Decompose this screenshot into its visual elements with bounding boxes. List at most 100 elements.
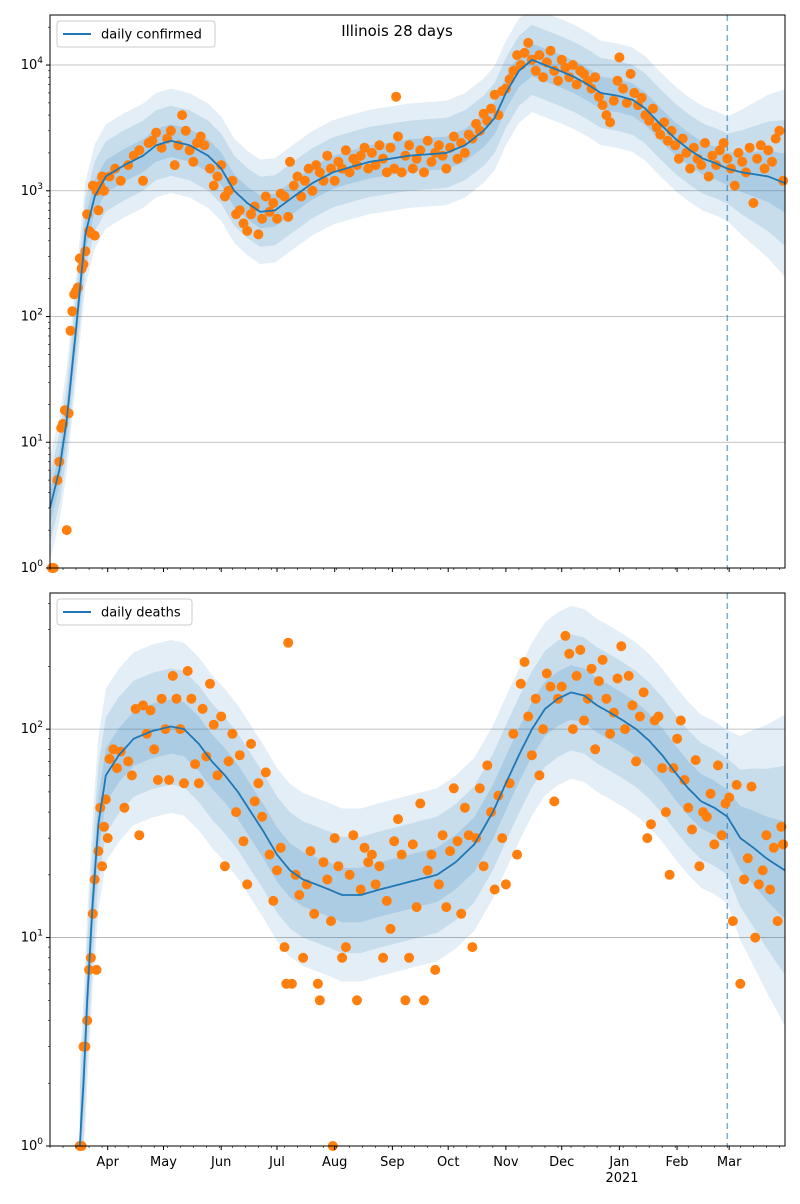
observed-point (253, 778, 264, 789)
observed-point (482, 760, 493, 771)
observed-point (724, 792, 735, 803)
observed-point (134, 145, 145, 156)
observed-point (713, 760, 723, 771)
observed-point (415, 145, 426, 156)
observed-point (733, 147, 744, 158)
observed-point (238, 836, 249, 847)
observed-point (355, 150, 366, 161)
observed-point (307, 185, 318, 196)
observed-point (65, 325, 76, 336)
observed-point (515, 678, 526, 689)
observed-point (391, 91, 402, 102)
observed-point (93, 846, 104, 857)
observed-point (707, 150, 718, 161)
observed-point (553, 75, 563, 86)
observed-point (147, 135, 158, 146)
observed-point (718, 138, 729, 148)
observed-point (703, 171, 714, 182)
observed-point (746, 781, 757, 792)
observed-point (322, 874, 333, 885)
observed-point (739, 874, 750, 885)
confirmed-uncertainty-bands (50, 15, 785, 561)
observed-point (549, 796, 560, 807)
observed-point (567, 60, 578, 70)
observed-point (459, 802, 470, 813)
observed-point (80, 246, 91, 257)
observed-point (776, 821, 787, 832)
observed-point (91, 964, 102, 975)
observed-point (299, 175, 310, 186)
deaths-legend-box (56, 598, 193, 626)
confidence-band (79, 634, 786, 1146)
observed-point (89, 230, 100, 241)
observed-point (352, 995, 362, 1006)
observed-point (288, 180, 299, 191)
observed-point (234, 205, 245, 216)
observed-point (500, 879, 511, 890)
observed-point (78, 259, 89, 270)
observed-point (309, 908, 320, 919)
observed-point (737, 156, 748, 167)
observed-point (184, 145, 195, 156)
observed-point (530, 65, 541, 76)
observed-point (130, 703, 141, 714)
observed-point (642, 833, 653, 844)
y-tick-label: 100 (21, 1137, 44, 1154)
observed-point (393, 814, 403, 825)
observed-point (419, 167, 429, 178)
observed-point (593, 91, 604, 102)
observed-point (337, 952, 348, 963)
observed-point (627, 700, 638, 711)
observed-point (493, 110, 504, 121)
observed-point (264, 206, 275, 217)
observed-point (612, 75, 623, 86)
observed-point (530, 693, 541, 704)
observed-point (97, 861, 108, 872)
observed-point (216, 160, 227, 171)
observed-point (246, 209, 256, 220)
observed-point (249, 796, 260, 807)
observed-point (110, 163, 121, 174)
x-tick-label: Jan (608, 1155, 629, 1170)
observed-point (246, 738, 256, 749)
x-tick-label: May (150, 1155, 177, 1170)
observed-point (768, 842, 779, 853)
observed-point (519, 657, 530, 667)
observed-point (778, 839, 789, 850)
observed-point (545, 681, 556, 692)
observed-point (467, 942, 478, 953)
observed-point (608, 707, 619, 718)
observed-point (268, 895, 279, 906)
observed-point (93, 205, 104, 216)
observed-point (571, 79, 582, 90)
x-tick-label: Jul (268, 1155, 285, 1170)
observed-point (590, 72, 601, 83)
observed-point (415, 798, 426, 809)
observed-point (629, 87, 640, 98)
observed-point (534, 770, 545, 781)
observed-point (560, 62, 571, 73)
deaths-axes-frame (49, 592, 786, 1147)
observed-point (123, 756, 134, 767)
observed-point (272, 865, 282, 876)
observed-point (257, 213, 268, 224)
observed-point (726, 163, 736, 174)
observed-point (72, 282, 83, 293)
observed-point (167, 670, 178, 681)
observed-point (534, 50, 545, 61)
observed-point (138, 700, 148, 711)
observed-point (430, 964, 441, 975)
observed-point (677, 133, 688, 144)
observed-point (778, 175, 789, 186)
observed-point (234, 750, 245, 761)
observed-point (115, 175, 126, 186)
observed-point (156, 693, 167, 704)
observed-point (419, 995, 429, 1006)
observed-point (389, 163, 400, 174)
observed-point (474, 783, 485, 794)
observed-point (272, 213, 282, 224)
observed-point (508, 728, 519, 739)
observed-point (448, 131, 459, 142)
y-tick-label: 102 (21, 720, 43, 737)
observed-point (314, 995, 325, 1006)
